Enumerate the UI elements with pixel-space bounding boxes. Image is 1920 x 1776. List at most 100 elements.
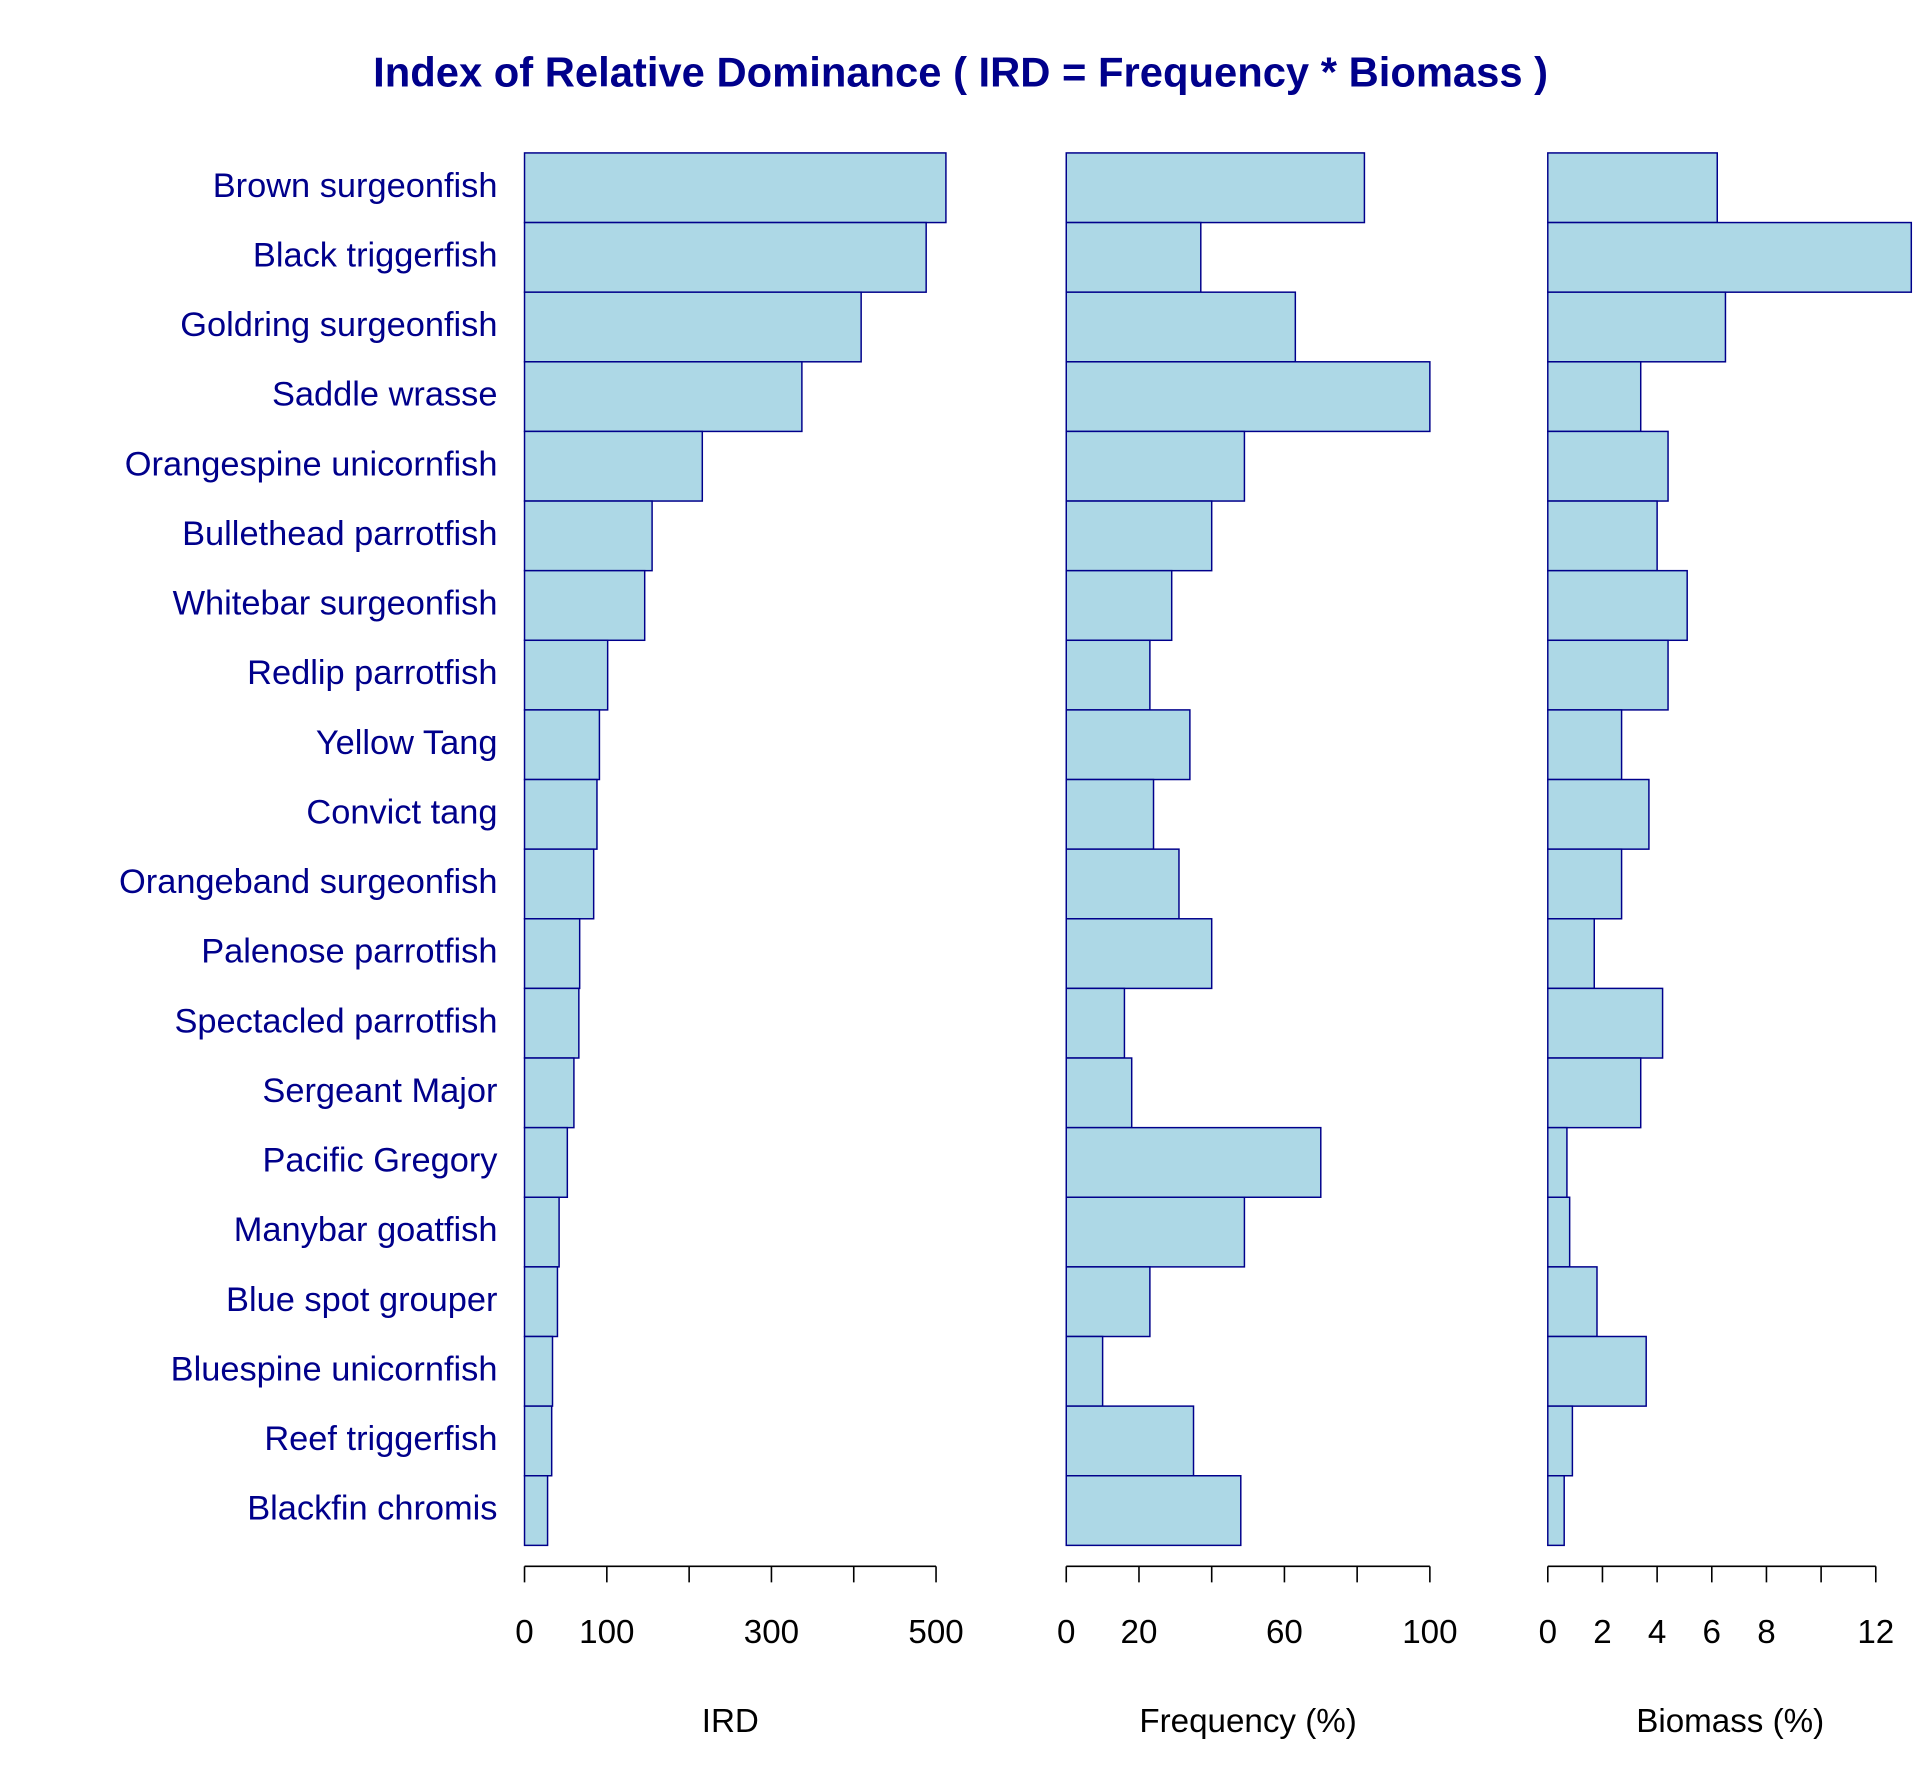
bar [1547,1405,1574,1477]
bar [1547,1335,1647,1407]
bar [1065,361,1431,433]
bar [523,1057,575,1129]
x-tick-label: 0 [1539,1614,1557,1651]
bar [1065,1196,1246,1268]
bar [1547,500,1658,572]
bar [1065,1126,1322,1198]
category-label: Black triggerfish [253,236,498,274]
x-axis-label: Biomass (%) [1636,1703,1824,1740]
category-label: Blackfin chromis [247,1490,497,1528]
x-tick-label: 8 [1757,1614,1775,1651]
category-label: Spectacled parrotfish [174,1002,497,1040]
bar [523,152,947,224]
category-label: Whitebar surgeonfish [173,585,498,623]
x-tick-label: 0 [1057,1614,1075,1651]
x-tick-label: 100 [1402,1614,1457,1651]
x-tick-label: 0 [515,1614,533,1651]
bar [1065,500,1213,572]
x-tick-label: 6 [1703,1614,1721,1651]
category-label: Convict tang [306,793,497,831]
bar [1065,1475,1242,1547]
category-label: Goldring surgeonfish [180,306,497,344]
bar [1547,430,1669,502]
category-label: Palenose parrotfish [201,933,497,971]
bar [1065,569,1173,642]
x-axis-label: IRD [702,1703,759,1740]
bar [523,709,601,781]
bar [1547,918,1595,990]
bar [1547,1475,1565,1547]
bar [523,1405,553,1477]
bar [1547,1126,1568,1198]
bar [523,778,598,850]
bar [1547,1057,1642,1129]
bar [523,848,595,920]
category-label: Manybar goatfish [234,1211,498,1249]
bar [1065,221,1202,293]
bar [523,291,862,363]
bar [1547,1266,1598,1338]
bar [1547,848,1623,920]
category-label: Brown surgeonfish [213,167,498,205]
bar [1547,778,1650,850]
category-label: Pacific Gregory [262,1142,498,1180]
x-tick-label: 20 [1121,1614,1158,1651]
category-label: Blue spot grouper [226,1281,497,1319]
bar [523,987,580,1059]
bar [1547,987,1664,1059]
bar [523,569,646,642]
category-label: Orangespine unicornfish [125,445,498,483]
x-tick-label: 4 [1648,1614,1666,1651]
bar [1065,430,1246,502]
bar [1065,918,1213,990]
bar [523,361,803,433]
bar [1065,778,1155,850]
bar [1065,1057,1133,1129]
bar [523,639,609,711]
x-tick-label: 100 [579,1614,634,1651]
bar [1547,569,1688,642]
x-tick-label: 500 [908,1614,963,1651]
category-label: Redlip parrotfish [247,654,497,692]
bar [1065,848,1180,920]
bar [523,1266,559,1338]
bar [1065,291,1297,363]
bar [523,500,653,572]
x-axis-label: Frequency (%) [1139,1703,1356,1740]
bar [1547,152,1718,224]
x-tick-label: 300 [744,1614,799,1651]
bar [1065,1405,1195,1477]
category-label: Reef triggerfish [264,1420,497,1458]
bar [1547,1196,1571,1268]
bar [1065,1266,1151,1338]
bar [523,1475,549,1547]
x-tick-label: 60 [1266,1614,1303,1651]
category-label: Saddle wrasse [272,376,498,414]
bar [523,430,704,502]
bar [1065,639,1151,711]
bar [1547,291,1727,363]
category-label: Orangeband surgeonfish [119,863,498,901]
bar [1547,361,1642,433]
category-label: Yellow Tang [316,724,498,762]
category-label: Bullethead parrotfish [182,515,497,553]
bar [1065,1335,1104,1407]
bar [1065,152,1366,224]
category-label: Sergeant Major [262,1072,497,1110]
bar [1065,709,1191,781]
bar [523,1196,560,1268]
bar [523,1126,569,1198]
bar [1547,709,1623,781]
bar [523,1335,554,1407]
bar [1547,221,1913,293]
bar [1547,639,1669,711]
chart-title: Index of Relative Dominance ( IRD = Freq… [373,48,1548,95]
x-tick-label: 12 [1857,1614,1894,1651]
category-label: Bluespine unicornfish [171,1350,498,1388]
bar [523,221,927,293]
bar [523,918,581,990]
bar [1065,987,1126,1059]
x-tick-label: 2 [1593,1614,1611,1651]
